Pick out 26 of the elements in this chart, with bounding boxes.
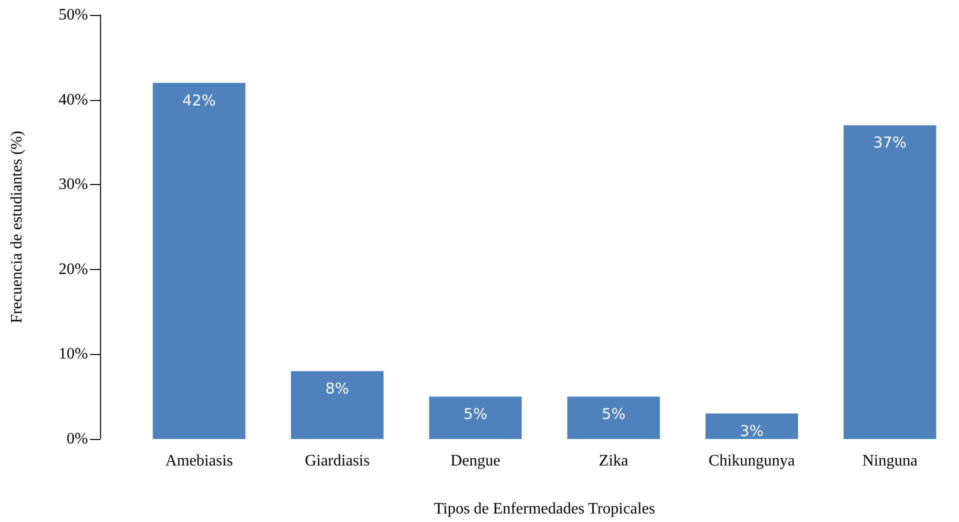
bar: [844, 125, 936, 439]
bar: [705, 414, 798, 439]
x-tick-label: Ninguna: [862, 452, 918, 470]
x-tick-label: Dengue: [450, 452, 500, 470]
bar: [152, 82, 246, 439]
data-label: 37%: [873, 134, 907, 152]
data-label: 8%: [325, 380, 350, 398]
x-tick-label: Amebiasis: [165, 452, 233, 470]
x-axis-title: Tipos de Enfermedades Tropicales: [434, 500, 656, 518]
y-tick-label: 20%: [58, 260, 88, 278]
data-label: 5%: [602, 405, 626, 424]
y-tick-label: 50%: [58, 6, 88, 24]
data-label: 5%: [464, 405, 488, 424]
data-label: 42%: [182, 91, 216, 110]
x-tick-label: Zika: [598, 452, 628, 470]
bar: [567, 396, 660, 439]
y-tick-label: 0%: [66, 430, 88, 448]
y-tick-label: 10%: [58, 346, 88, 363]
y-tick-label: 30%: [58, 176, 88, 194]
y-axis-title: Frecuencia de estudiantes (%): [8, 130, 26, 324]
bar: [290, 371, 384, 439]
bar: [429, 396, 522, 439]
data-label: 3%: [740, 422, 764, 440]
y-tick-label: 40%: [58, 91, 88, 108]
x-tick-label: Giardiasis: [304, 452, 370, 470]
x-tick-label: Chikungunya: [708, 452, 795, 470]
